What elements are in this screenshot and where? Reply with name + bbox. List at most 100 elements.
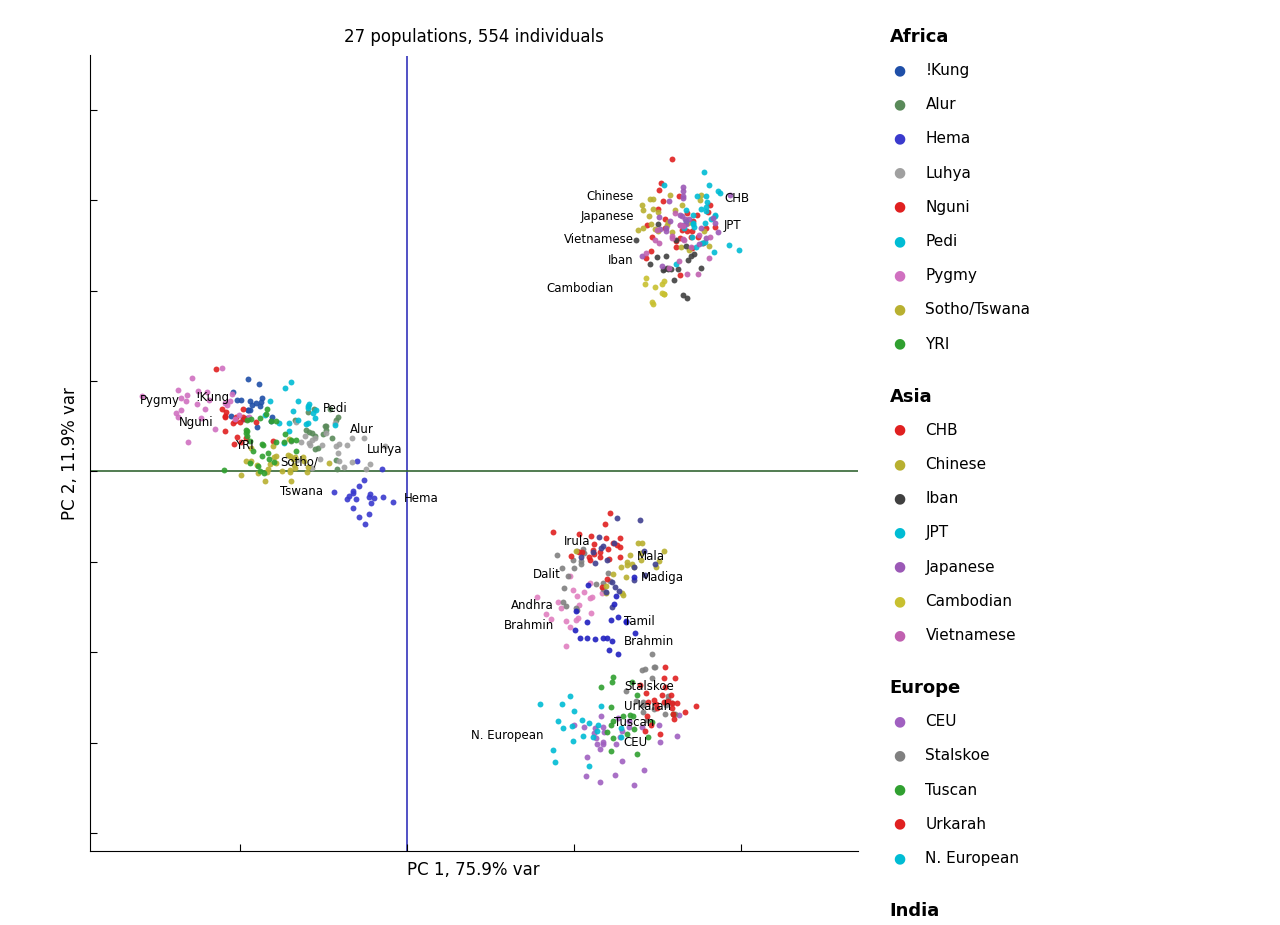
- Point: [694, 223, 714, 238]
- Point: [172, 402, 192, 417]
- Point: [573, 720, 594, 734]
- Point: [604, 536, 625, 550]
- Point: [590, 775, 611, 790]
- Text: ●: ●: [893, 851, 905, 865]
- Point: [591, 680, 612, 695]
- Text: Asia: Asia: [890, 388, 932, 405]
- Point: [594, 724, 614, 739]
- Point: [596, 572, 617, 586]
- Point: [682, 208, 703, 223]
- Point: [353, 430, 374, 445]
- X-axis label: PC 1, 75.9% var: PC 1, 75.9% var: [407, 861, 540, 880]
- Point: [612, 586, 632, 600]
- Point: [297, 415, 317, 430]
- Point: [260, 456, 280, 471]
- Point: [554, 581, 575, 596]
- Point: [677, 224, 698, 239]
- Point: [324, 485, 344, 500]
- Text: ●: ●: [893, 131, 905, 145]
- Point: [662, 700, 682, 715]
- Point: [609, 549, 630, 564]
- Point: [689, 228, 709, 242]
- Point: [616, 684, 636, 698]
- Point: [255, 474, 275, 488]
- Text: Andhra: Andhra: [511, 598, 554, 611]
- Point: [239, 455, 260, 470]
- Point: [325, 415, 346, 430]
- Point: [608, 710, 628, 725]
- Point: [607, 511, 627, 525]
- Point: [635, 723, 655, 738]
- Point: [559, 620, 580, 635]
- Point: [315, 423, 335, 438]
- Point: [256, 407, 276, 422]
- Text: CEU: CEU: [623, 736, 648, 749]
- Point: [227, 393, 247, 408]
- Point: [233, 410, 253, 425]
- Point: [637, 712, 658, 727]
- Point: [246, 395, 266, 410]
- Point: [294, 428, 315, 443]
- Point: [649, 554, 669, 569]
- Point: [343, 500, 364, 515]
- Point: [346, 492, 366, 507]
- Point: [654, 287, 675, 302]
- Point: [669, 230, 690, 245]
- Point: [581, 528, 602, 543]
- Point: [298, 399, 319, 413]
- Point: [225, 412, 246, 426]
- Point: [280, 465, 301, 480]
- Text: Pygmy: Pygmy: [140, 394, 179, 407]
- Point: [590, 549, 611, 564]
- Point: [657, 218, 677, 233]
- Point: [383, 494, 403, 509]
- Text: ●: ●: [893, 200, 905, 214]
- Point: [699, 250, 719, 265]
- Point: [236, 453, 256, 468]
- Text: CEU: CEU: [925, 714, 957, 729]
- Point: [215, 409, 236, 424]
- Point: [643, 229, 663, 244]
- Point: [598, 565, 618, 580]
- Point: [604, 579, 625, 594]
- Point: [325, 438, 346, 453]
- Point: [646, 700, 667, 715]
- Point: [654, 262, 675, 277]
- Point: [297, 465, 317, 480]
- Point: [563, 704, 584, 719]
- Point: [662, 696, 682, 710]
- Text: ●: ●: [893, 628, 905, 642]
- Point: [678, 212, 699, 227]
- Point: [627, 746, 648, 761]
- Point: [566, 604, 586, 619]
- Point: [662, 230, 682, 245]
- Point: [573, 585, 594, 599]
- Point: [305, 411, 325, 426]
- Point: [646, 697, 667, 711]
- Point: [323, 431, 343, 446]
- Point: [564, 561, 585, 575]
- Text: Nguni: Nguni: [925, 200, 970, 215]
- Point: [283, 452, 303, 467]
- Point: [595, 516, 616, 531]
- Point: [660, 187, 681, 202]
- Point: [607, 736, 627, 751]
- Point: [677, 253, 698, 267]
- Point: [585, 721, 605, 735]
- Point: [573, 546, 594, 561]
- Point: [567, 588, 588, 603]
- Point: [227, 430, 247, 445]
- Point: [242, 398, 262, 413]
- Text: India: India: [890, 902, 940, 919]
- Point: [347, 453, 367, 468]
- Point: [302, 433, 323, 448]
- Point: [320, 401, 340, 416]
- Point: [580, 576, 600, 591]
- Point: [196, 384, 216, 399]
- Point: [672, 189, 692, 204]
- Point: [676, 203, 696, 217]
- Point: [283, 403, 303, 418]
- Point: [694, 235, 714, 250]
- Point: [648, 202, 668, 216]
- Point: [353, 473, 374, 487]
